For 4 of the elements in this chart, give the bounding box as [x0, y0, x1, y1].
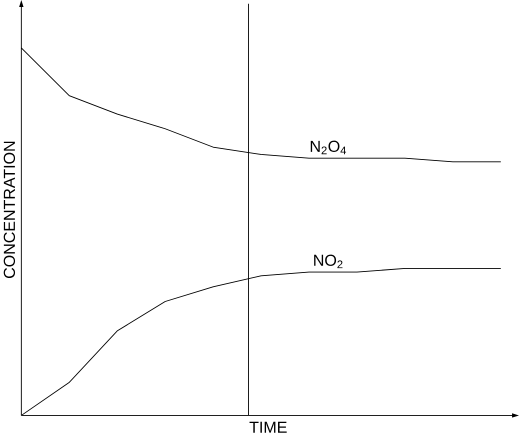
series-label: NO$_{2}$	[314, 254, 342, 268]
series-label: N$_{2}$O$_{4}$	[310, 140, 346, 154]
y-axis-title: CONCENTRATION	[4, 142, 16, 278]
x-axis-title: TIME	[250, 422, 287, 433]
